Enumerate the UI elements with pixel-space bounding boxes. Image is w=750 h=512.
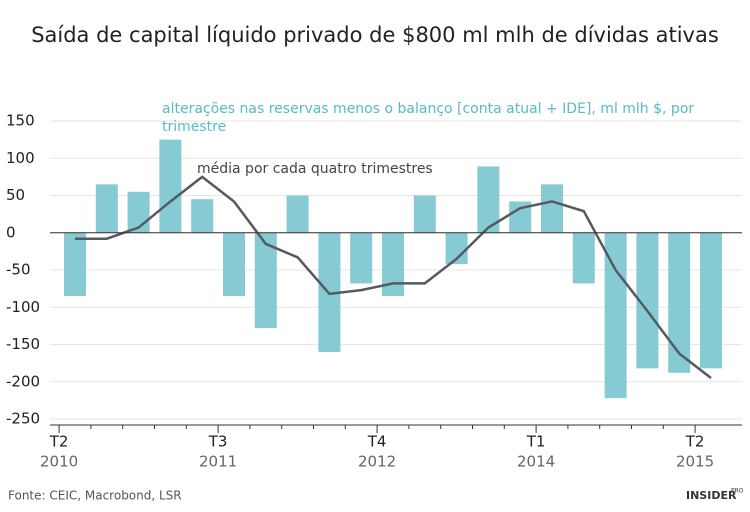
- bar: [254, 232, 277, 329]
- y-tick-label: -50: [6, 261, 31, 279]
- bar: [509, 201, 532, 233]
- y-tick-label: -250: [6, 410, 40, 428]
- y-tick-label: -150: [6, 335, 40, 353]
- x-tick-label: T2: [685, 433, 705, 451]
- x-tick-year: 2010: [40, 453, 78, 471]
- bar: [541, 184, 563, 233]
- y-tick-label: 150: [6, 112, 35, 130]
- x-tick-label: T4: [367, 433, 387, 451]
- bar: [223, 232, 245, 297]
- x-tick-year: 2014: [517, 453, 555, 471]
- line-legend: média por cada quatro trimestres: [197, 161, 433, 177]
- y-tick-label: -100: [6, 298, 40, 316]
- bar: [477, 166, 500, 233]
- x-tick-label: T3: [208, 433, 228, 451]
- chart-title: Saída de capital líquido privado de $800…: [31, 23, 719, 47]
- bar: [445, 232, 468, 265]
- bar: [159, 139, 182, 233]
- bar: [64, 232, 86, 297]
- bar-legend: alterações nas reservas menos o balanço …: [162, 101, 695, 135]
- y-tick-label: 50: [6, 186, 25, 204]
- x-tick-label: T1: [526, 433, 546, 451]
- y-tick-label: -200: [6, 372, 40, 390]
- brand-sup: PRO: [731, 488, 744, 495]
- bar: [286, 195, 309, 233]
- bar: [350, 232, 373, 284]
- bar: [636, 232, 659, 369]
- x-tick-label: T2: [49, 433, 69, 451]
- bar: [191, 199, 214, 233]
- bar: [572, 232, 595, 284]
- bar: [95, 184, 118, 233]
- bar: [604, 232, 627, 399]
- y-tick-label: 100: [6, 149, 35, 167]
- y-tick-label: 0: [6, 223, 16, 241]
- bar: [668, 232, 691, 373]
- x-tick-year: 2011: [199, 453, 237, 471]
- bar: [700, 232, 722, 369]
- x-tick-year: 2015: [676, 453, 714, 471]
- line: [75, 175, 712, 380]
- bar: [382, 232, 404, 297]
- brand: INSIDER: [686, 489, 737, 502]
- source: Fonte: CEIC, Macrobond, LSR: [8, 489, 182, 503]
- x-tick-year: 2012: [358, 453, 396, 471]
- bar: [413, 195, 436, 233]
